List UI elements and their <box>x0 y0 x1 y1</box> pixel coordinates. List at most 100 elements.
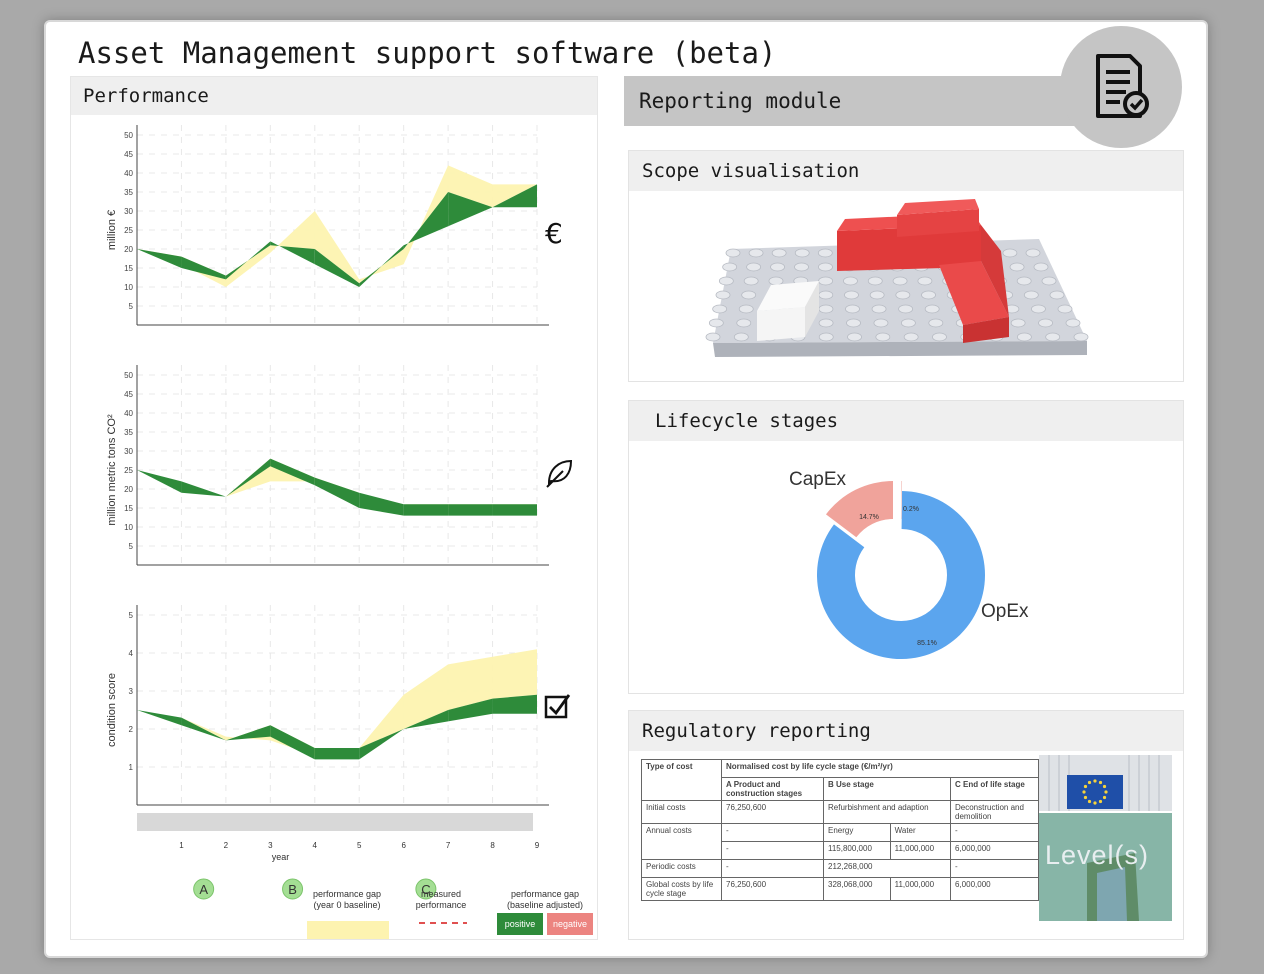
table-cell: Refurbishment and adaption <box>823 800 951 824</box>
y-tick-label: 45 <box>124 150 133 159</box>
leaf-outline <box>547 459 573 486</box>
baseplate-stud <box>738 304 754 314</box>
regulatory-reporting-card: Regulatory reporting Type of cost Normal… <box>628 710 1184 940</box>
donut-slice-capex[interactable] <box>825 481 893 538</box>
y-axis-label: million metric tons CO² <box>106 414 118 526</box>
baseplate-stud <box>875 332 891 342</box>
baseplate-stud <box>1023 290 1039 300</box>
area-gap-positive <box>225 241 271 280</box>
baseplate-stud <box>900 318 916 328</box>
leaf-icon <box>546 459 573 488</box>
report-icon-button[interactable] <box>1060 26 1182 148</box>
baseplate-stud <box>917 276 933 286</box>
legend-positive-label: positive <box>505 919 536 929</box>
baseplate-stud <box>845 304 860 314</box>
legend-positive-swatch <box>497 913 543 935</box>
area-gap-positive <box>448 504 493 516</box>
baseplate-stud <box>921 290 936 300</box>
eu-star <box>1104 790 1108 794</box>
levels-eu-image[interactable]: Level(s) <box>1039 755 1172 921</box>
x-tick-label: 3 <box>268 841 273 850</box>
marker-c[interactable]: C <box>415 878 437 900</box>
table-header-cell: Normalised cost by life cycle stage (€/m… <box>721 759 1039 778</box>
baseplate-stud <box>718 276 734 286</box>
baseplate-stud <box>818 262 833 272</box>
baseplate-stud <box>818 318 834 328</box>
y-tick-label: 50 <box>124 131 133 140</box>
regulatory-reporting-header: Regulatory reporting <box>629 711 1183 751</box>
marker-b[interactable]: B <box>282 878 304 900</box>
baseplate-stud <box>818 332 834 342</box>
legend-gap-adjusted-label: performance gap (baseline adjusted) <box>507 889 583 910</box>
marker-circle[interactable] <box>193 878 215 900</box>
eu-star <box>1083 795 1088 800</box>
marker-label[interactable]: A <box>199 882 208 897</box>
area-gap-positive <box>270 458 315 486</box>
x-tick-label: 1 <box>179 841 184 850</box>
table-cell: Global costs by life cycle stage <box>641 877 722 901</box>
eu-star <box>1098 780 1103 785</box>
y-tick-label: 5 <box>129 542 134 551</box>
baseplate-stud <box>746 262 762 272</box>
area-gap-positive <box>359 245 404 287</box>
table-cell: - <box>950 859 1039 878</box>
baseplate-stud <box>1038 318 1053 328</box>
marker-a[interactable]: A <box>193 878 215 900</box>
timeline-scrollbar[interactable] <box>137 813 533 831</box>
legend-gap-baseline-swatch <box>307 921 389 939</box>
baseplate-stud <box>1031 304 1046 314</box>
baseplate-stud <box>892 276 908 286</box>
table-cell: 11,000,000 <box>889 877 952 901</box>
baseplate-stud <box>903 332 919 342</box>
baseplate-stud <box>1045 332 1061 342</box>
donut-slice-opex[interactable] <box>817 491 985 659</box>
marker-label[interactable]: C <box>421 882 430 897</box>
legend-gap-baseline-label: performance gap (year 0 baseline) <box>313 889 381 910</box>
regulatory-cost-table: Type of cost Normalised cost by life cyc… <box>641 759 1039 901</box>
checkbox-square <box>544 695 568 719</box>
y-tick-label: 1 <box>129 763 134 772</box>
lifecycle-donut-chart[interactable]: CapEx OpEx 14.7% 85.1% 0.2% <box>629 441 1183 693</box>
levels-logo-text: Level(s) <box>1045 840 1150 870</box>
baseplate-stud <box>715 290 731 300</box>
area-gap-positive <box>225 725 271 741</box>
checkbox-check <box>549 694 571 716</box>
marker-label[interactable]: B <box>288 882 297 897</box>
y-tick-label: 3 <box>129 687 134 696</box>
x-tick-label: 8 <box>490 841 495 850</box>
table-cell: 212,268,000 <box>823 859 951 878</box>
baseplate-stud <box>712 304 728 314</box>
baseplate-stud <box>733 332 749 342</box>
baseplate-stud <box>708 318 724 328</box>
table-cell: Annual costs <box>641 823 722 860</box>
baseplate-stud <box>928 318 944 328</box>
capex-percent-label: 14.7% <box>859 514 879 521</box>
leaf-stem <box>546 470 564 488</box>
scope-3d-image[interactable] <box>629 191 1183 381</box>
y-tick-label: 35 <box>124 428 133 437</box>
x-tick-label: 2 <box>224 841 229 850</box>
eu-star <box>1083 784 1088 789</box>
donut-slice-other[interactable] <box>901 481 903 520</box>
baseplate-stud <box>794 262 809 272</box>
lifecycle-stages-header: Lifecycle stages <box>629 401 1183 441</box>
area-gap-positive <box>314 477 360 508</box>
table-cell: 6,000,000 <box>950 841 1039 860</box>
eu-flag-building-image <box>1039 755 1172 921</box>
other-percent-label: 0.2% <box>903 506 919 513</box>
marker-circle[interactable] <box>282 878 304 900</box>
area-gap-positive <box>448 192 493 227</box>
table-cell: Periodic costs <box>641 859 722 878</box>
marker-circle[interactable] <box>415 878 437 900</box>
y-tick-label: 40 <box>124 169 133 178</box>
area-gap-baseline <box>137 458 537 508</box>
area-gap-positive <box>225 458 271 497</box>
baseplate-stud <box>817 248 833 258</box>
eu-star <box>1093 779 1097 783</box>
table-cell: Initial costs <box>641 800 722 824</box>
y-tick-label: 50 <box>124 371 133 380</box>
baseplate-stud <box>741 290 757 300</box>
report-icon <box>1096 54 1149 118</box>
table-cell: - <box>721 823 824 842</box>
y-tick-label: 10 <box>124 523 133 532</box>
